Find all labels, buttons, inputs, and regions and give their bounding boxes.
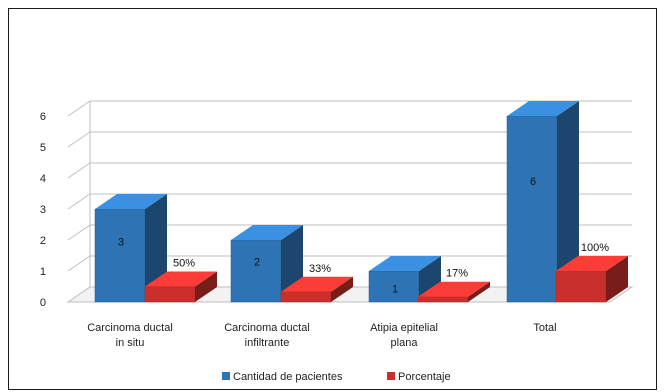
data-label-porcentaje: 17% xyxy=(446,268,468,280)
bar-cantidad-top xyxy=(507,101,579,116)
bar-porcentaje-front xyxy=(417,296,469,303)
gridline-left xyxy=(67,162,91,179)
bar-porcentaje-top xyxy=(418,281,490,297)
data-label-porcentaje: 50% xyxy=(173,258,195,270)
y-tick-label: 1 xyxy=(40,266,46,278)
legend: Cantidad de pacientes Porcentaje xyxy=(222,371,451,383)
bars xyxy=(94,101,628,303)
bar-porcentaje-front xyxy=(144,286,196,303)
bar-cantidad-front xyxy=(94,208,146,303)
data-label-porcentaje: 100% xyxy=(581,242,609,254)
y-tick-label: 5 xyxy=(40,142,46,154)
gridline-left xyxy=(67,131,91,148)
legend-swatch-porcentaje xyxy=(387,372,395,380)
bar-cantidad xyxy=(506,101,579,303)
x-category-label: Carcinoma ductal in situ xyxy=(87,322,173,349)
bar-porcentaje-side xyxy=(468,281,490,302)
bar-cantidad-top xyxy=(231,225,303,240)
x-category-label: Atipia epitelial plana xyxy=(370,322,438,349)
x-axis: Carcinoma ductal in situ Carcinoma ductal i… xyxy=(87,322,556,349)
data-label-cantidad: 2 xyxy=(254,257,260,269)
bar-porcentaje-top xyxy=(281,276,353,292)
bar-cantidad-side xyxy=(145,194,167,302)
gridline-left xyxy=(67,224,91,241)
bar-porcentaje-side xyxy=(606,256,628,302)
bar-cantidad-side xyxy=(557,101,579,302)
bar-porcentaje-front xyxy=(280,291,332,303)
bar-porcentaje xyxy=(280,276,353,303)
data-label-cantidad: 3 xyxy=(118,237,124,249)
bar-porcentaje-side xyxy=(195,271,217,302)
bar-porcentaje-side xyxy=(331,276,353,302)
bar-cantidad-top xyxy=(95,194,167,209)
gridline-left xyxy=(67,193,91,210)
y-tick-label: 6 xyxy=(40,111,46,123)
x-category-label: Carcinoma ductal infiltrante xyxy=(224,322,310,349)
bar-porcentaje xyxy=(417,281,490,303)
y-tick-label: 2 xyxy=(40,235,46,247)
legend-label-porcentaje: Porcentaje xyxy=(398,371,451,383)
bar-cantidad-front xyxy=(230,239,282,303)
x-category-label: Total xyxy=(533,322,556,334)
bar-cantidad-top xyxy=(369,256,441,271)
gridline-left xyxy=(67,100,91,117)
bar-porcentaje-front xyxy=(555,270,607,303)
data-labels: 3 50% 2 33% 1 17% 6 100% xyxy=(118,176,609,295)
bar-cantidad-front xyxy=(506,115,558,303)
y-tick-label: 3 xyxy=(40,204,46,216)
legend-label-cantidad: Cantidad de pacientes xyxy=(233,371,343,383)
gridline-left xyxy=(67,255,91,272)
y-tick-label: 4 xyxy=(40,173,46,185)
bar-porcentaje xyxy=(555,256,628,303)
data-label-cantidad: 1 xyxy=(392,284,398,296)
data-label-cantidad: 6 xyxy=(530,176,536,188)
y-axis: 0 1 2 3 4 5 6 xyxy=(40,111,46,309)
data-label-porcentaje: 33% xyxy=(309,263,331,275)
bar-cantidad xyxy=(94,194,167,303)
bar-porcentaje-top xyxy=(556,256,628,271)
y-tick-label: 0 xyxy=(40,297,46,309)
legend-swatch-cantidad xyxy=(222,372,230,380)
bar-porcentaje-top xyxy=(145,271,217,287)
bar-porcentaje xyxy=(144,271,217,303)
